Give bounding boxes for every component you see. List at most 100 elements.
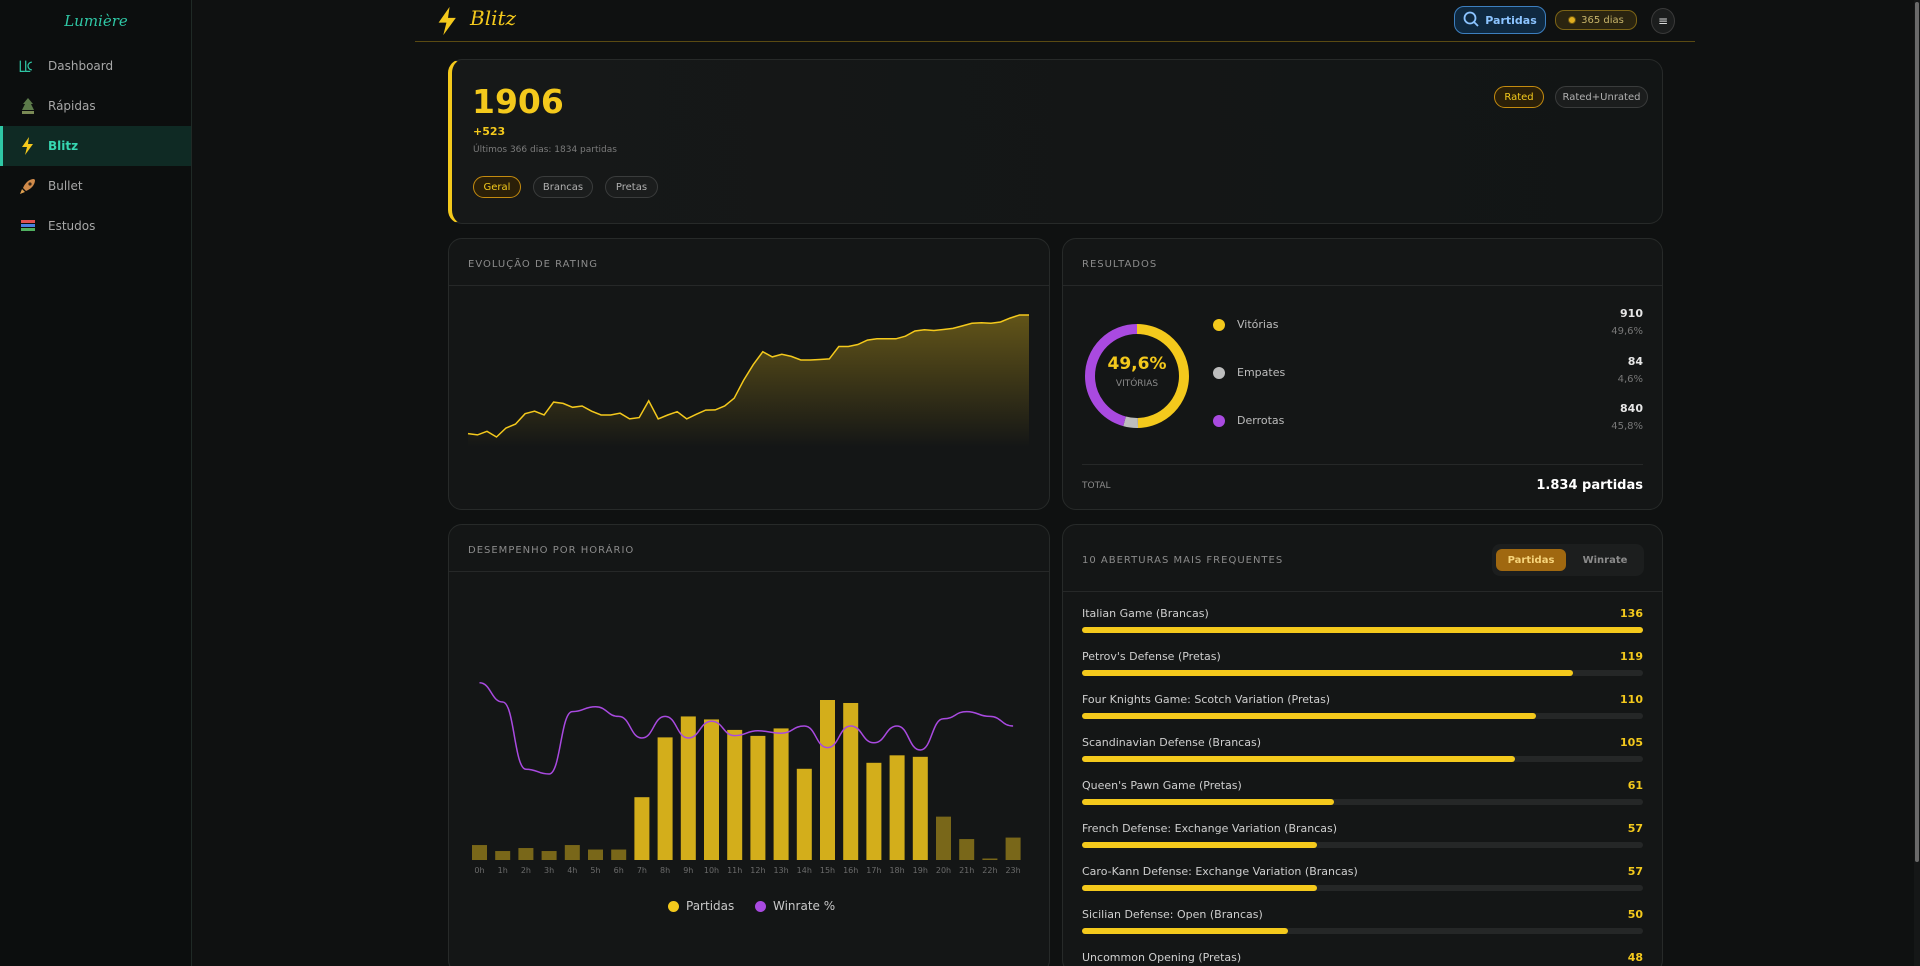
- opening-count: 57: [1627, 865, 1643, 878]
- opening-bar-track: [1082, 799, 1643, 805]
- bar-3h[interactable]: [541, 851, 557, 860]
- x-tick-label: 22h: [982, 866, 997, 875]
- sidebar-item-dashboard[interactable]: Dashboard: [0, 46, 191, 86]
- bar-6h[interactable]: [611, 849, 627, 860]
- legend-label: Partidas: [686, 899, 735, 913]
- divider: [1063, 285, 1662, 286]
- total-value: 1.834 partidas: [1536, 478, 1643, 493]
- bar-21h[interactable]: [959, 839, 975, 860]
- bar-8h[interactable]: [657, 737, 673, 860]
- opening-bar-fill: [1082, 756, 1516, 762]
- opening-bar-fill: [1082, 627, 1643, 633]
- opening-bar-track: [1082, 842, 1643, 848]
- legend-partidas[interactable]: Partidas: [668, 899, 734, 913]
- coin-icon: [1568, 16, 1577, 24]
- bar-14h[interactable]: [796, 768, 812, 860]
- bar-12h[interactable]: [750, 735, 766, 860]
- bar-15h[interactable]: [820, 700, 835, 860]
- bar-4h[interactable]: [564, 845, 580, 860]
- divider: [449, 571, 1049, 572]
- sidebar-item-rapidas[interactable]: Rápidas: [0, 86, 191, 126]
- partidas-button[interactable]: Partidas: [1454, 6, 1546, 34]
- filter-geral[interactable]: Geral: [473, 176, 521, 198]
- period-selector[interactable]: 365 dias: [1555, 10, 1637, 30]
- sidebar-item-blitz[interactable]: Blitz: [0, 126, 191, 166]
- books-icon: [18, 216, 38, 236]
- bar-18h[interactable]: [889, 755, 905, 860]
- bar-10h[interactable]: [704, 719, 719, 860]
- card-title: 10 ABERTURAS MAIS FREQUENTES: [1082, 555, 1284, 566]
- opening-bar-track: [1082, 713, 1643, 719]
- wins-value: 910: [1620, 307, 1643, 320]
- opening-count: 105: [1620, 736, 1643, 749]
- divider: [449, 285, 1049, 286]
- bar-13h[interactable]: [773, 728, 789, 860]
- x-tick-label: 8h: [660, 866, 670, 875]
- donut-slice-derrotas[interactable]: [1085, 324, 1189, 428]
- sidebar-item-label: Rápidas: [48, 99, 96, 113]
- sidebar-item-estudos[interactable]: Estudos: [0, 206, 191, 246]
- toggle-winrate[interactable]: Winrate: [1582, 554, 1628, 566]
- donut-slice-empates[interactable]: [1085, 324, 1189, 428]
- rating-series-line: [467, 314, 1029, 438]
- x-tick-label: 12h: [750, 866, 765, 875]
- draws-pct: 4,6%: [1617, 374, 1643, 385]
- hourly-performance-card: DESEMPENHO POR HORÁRIO 0h 1h 2h 3h 4h 5h 6h 7h 8…: [448, 524, 1050, 966]
- bar-1h[interactable]: [495, 851, 511, 860]
- page-title: Blitz: [470, 6, 517, 30]
- opening-bar-fill: [1082, 928, 1289, 934]
- bar-16h[interactable]: [843, 702, 859, 860]
- sidebar-item-label: Dashboard: [48, 59, 114, 73]
- scrollbar-thumb[interactable]: [1915, 2, 1919, 862]
- x-tick-label: 15h: [820, 866, 835, 875]
- wins-dot: [1213, 319, 1225, 331]
- brand-logo[interactable]: Lumière: [64, 12, 128, 30]
- opening-bar-fill: [1082, 713, 1536, 719]
- card-title: EVOLUÇÃO DE RATING: [468, 259, 599, 270]
- opening-bar-fill: [1082, 842, 1318, 848]
- results-card: RESULTADOS 49,6% VITÓRIAS Vitórias 910 4…: [1062, 238, 1663, 510]
- opening-bar-track: [1082, 928, 1643, 934]
- card-title: DESEMPENHO POR HORÁRIO: [468, 545, 635, 556]
- bar-0h[interactable]: [472, 845, 487, 860]
- filter-brancas[interactable]: Brancas: [533, 176, 593, 198]
- dashboard-icon: [18, 56, 38, 76]
- bar-5h[interactable]: [588, 849, 603, 860]
- current-rating: 1906: [472, 82, 564, 121]
- top-bar: Blitz Partidas 365 dias ≡: [415, 0, 1695, 42]
- bar-19h[interactable]: [912, 756, 928, 860]
- bar-9h[interactable]: [680, 716, 696, 860]
- losses-label: Derrotas: [1237, 414, 1285, 427]
- page-scrollbar[interactable]: [1914, 0, 1920, 966]
- bar-7h[interactable]: [634, 797, 650, 860]
- openings-card: 10 ABERTURAS MAIS FREQUENTES Partidas Wi…: [1062, 524, 1663, 966]
- filter-pretas[interactable]: Pretas: [605, 176, 658, 198]
- bar-20h[interactable]: [936, 816, 951, 860]
- sidebar-item-label: Blitz: [48, 139, 79, 153]
- wins-label: Vitórias: [1237, 318, 1279, 331]
- legend-dot: [668, 900, 679, 912]
- rapid-icon: [18, 96, 38, 116]
- x-tick-label: 2h: [521, 866, 531, 875]
- draws-value: 84: [1627, 355, 1643, 368]
- rating-subtitle: Últimos 366 dias: 1834 partidas: [473, 145, 617, 155]
- bar-23h[interactable]: [1005, 837, 1021, 860]
- sidebar-item-bullet[interactable]: Bullet: [0, 166, 191, 206]
- partidas-label: Partidas: [1485, 13, 1537, 27]
- opening-name: Four Knights Game: Scotch Variation (Pre…: [1082, 693, 1331, 706]
- sidebar: Lumière Dashboard Rápidas Blitz Bullet E…: [0, 0, 192, 966]
- bar-11h[interactable]: [727, 729, 743, 860]
- legend-winrate[interactable]: Winrate %: [755, 899, 835, 913]
- toggle-rated-unrated[interactable]: Rated+Unrated: [1555, 86, 1648, 108]
- x-tick-label: 6h: [614, 866, 624, 875]
- toggle-partidas[interactable]: Partidas: [1496, 549, 1566, 571]
- bar-2h[interactable]: [518, 848, 534, 860]
- bar-17h[interactable]: [866, 762, 882, 860]
- x-tick-label: 21h: [959, 866, 974, 875]
- menu-button[interactable]: ≡: [1651, 8, 1675, 34]
- losses-dot: [1213, 415, 1225, 427]
- x-tick-label: 7h: [637, 866, 647, 875]
- bar-22h[interactable]: [982, 858, 998, 860]
- lightning-icon: [437, 6, 459, 40]
- toggle-rated[interactable]: Rated: [1494, 86, 1544, 108]
